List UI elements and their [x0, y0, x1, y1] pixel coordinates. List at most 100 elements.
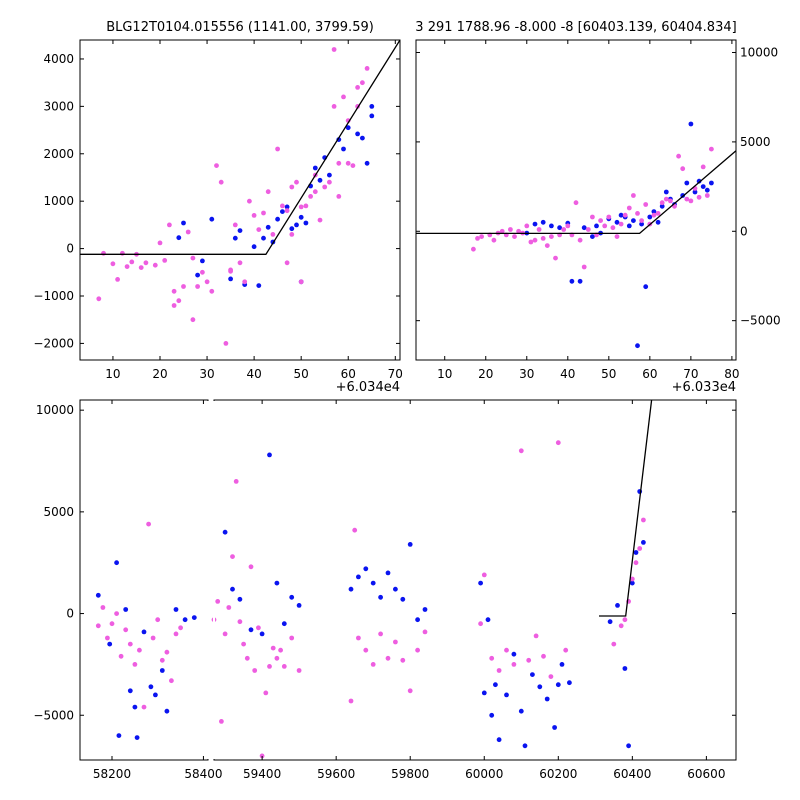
data-point-pink — [200, 269, 205, 275]
x-offset-label: +6.033e4 — [672, 380, 736, 395]
data-point-pink — [256, 227, 262, 233]
data-point-pink — [95, 623, 101, 629]
data-point-pink — [110, 261, 116, 267]
data-point-pink — [228, 267, 234, 273]
data-point-blue — [555, 682, 561, 688]
y-tick-label: 0 — [66, 607, 74, 621]
y-tick-label: 3000 — [43, 99, 74, 113]
data-point-pink — [602, 223, 608, 229]
data-point-pink — [385, 655, 391, 661]
data-point-blue — [355, 131, 360, 137]
x-tick-label: 59600 — [317, 767, 355, 781]
data-point-blue — [259, 631, 265, 637]
data-point-blue — [251, 244, 257, 250]
data-point-pink — [548, 674, 554, 679]
data-point-pink — [540, 236, 546, 241]
data-point-blue — [267, 452, 272, 458]
x-tick-label: 40 — [560, 367, 575, 381]
data-point-pink — [132, 662, 138, 667]
data-point-pink — [280, 203, 285, 209]
x-tick-label: 60 — [642, 367, 657, 381]
data-point-blue — [191, 615, 197, 620]
scatter-points — [416, 121, 736, 349]
data-point-pink — [270, 645, 276, 651]
data-point-blue — [532, 221, 538, 227]
data-point-blue — [626, 223, 632, 229]
data-point-pink — [631, 193, 636, 198]
data-point-blue — [127, 688, 133, 694]
data-point-blue — [552, 725, 557, 730]
y-tick-label: −5000 — [740, 314, 781, 328]
x-tick-label: 80 — [724, 367, 739, 381]
y-tick-label: 4000 — [43, 52, 74, 66]
x-tick-label: 30 — [519, 367, 534, 381]
data-point-pink — [585, 227, 591, 232]
data-point-blue — [296, 603, 302, 608]
data-point-blue — [651, 209, 657, 215]
x-tick-label: 10 — [105, 367, 120, 381]
data-point-pink — [341, 94, 346, 100]
data-point-pink — [284, 208, 290, 214]
data-point-blue — [655, 219, 661, 225]
plot-frame — [415, 39, 737, 361]
data-point-pink — [633, 560, 639, 566]
data-point-pink — [355, 85, 360, 90]
data-point-pink — [274, 655, 280, 661]
data-point-pink — [214, 163, 219, 169]
data-point-pink — [129, 259, 135, 265]
y-tick-label: 10000 — [36, 403, 74, 417]
data-point-pink — [512, 234, 517, 240]
data-point-blue — [590, 234, 595, 240]
plot-frame — [79, 39, 401, 361]
data-point-blue — [369, 104, 375, 109]
data-point-blue — [393, 586, 398, 592]
data-point-pink — [209, 288, 215, 294]
scatter-points — [80, 40, 400, 346]
data-point-pink — [504, 647, 509, 653]
data-point-pink — [114, 611, 119, 616]
data-point-pink — [115, 277, 120, 282]
data-point-blue — [141, 629, 147, 635]
data-point-blue — [537, 684, 543, 690]
data-point-pink — [700, 164, 706, 170]
data-point-blue — [493, 682, 498, 688]
data-point-pink — [263, 690, 269, 696]
data-point-pink — [127, 641, 133, 647]
data-point-pink — [331, 104, 337, 109]
data-point-pink — [668, 198, 673, 204]
data-point-pink — [606, 214, 612, 220]
data-point-pink — [143, 260, 149, 266]
data-point-blue — [481, 690, 487, 696]
data-point-blue — [569, 278, 575, 284]
data-point-pink — [663, 196, 669, 202]
y-tick-label: −5000 — [33, 708, 74, 722]
data-point-blue — [618, 212, 624, 218]
data-point-blue — [256, 283, 262, 288]
panel-bottom: 58200 58400 59400 59600 59800 60000 60200 60400… — [33, 399, 737, 781]
data-point-pink — [518, 448, 524, 454]
data-point-pink — [252, 668, 258, 673]
data-point-blue — [369, 113, 375, 119]
data-point-pink — [549, 234, 554, 240]
data-point-pink — [215, 599, 221, 604]
data-point-pink — [105, 635, 110, 641]
data-point-blue — [280, 209, 285, 215]
y-tick-label: 1000 — [43, 194, 74, 208]
data-point-pink — [157, 240, 163, 246]
data-point-pink — [176, 298, 182, 304]
x-tick-label: 59800 — [391, 767, 429, 781]
data-point-pink — [655, 211, 661, 216]
data-point-pink — [150, 635, 156, 641]
y-tick-label: 5000 — [740, 135, 771, 149]
data-point-blue — [700, 184, 706, 190]
data-point-blue — [356, 574, 361, 580]
data-point-blue — [134, 735, 140, 740]
data-point-pink — [284, 260, 290, 266]
y-tick-label: 10000 — [740, 46, 778, 60]
data-point-blue — [407, 542, 413, 547]
data-point-blue — [116, 733, 122, 738]
data-point-pink — [481, 572, 487, 578]
data-point-pink — [508, 227, 513, 232]
data-point-pink — [218, 179, 224, 185]
data-point-blue — [363, 566, 369, 572]
